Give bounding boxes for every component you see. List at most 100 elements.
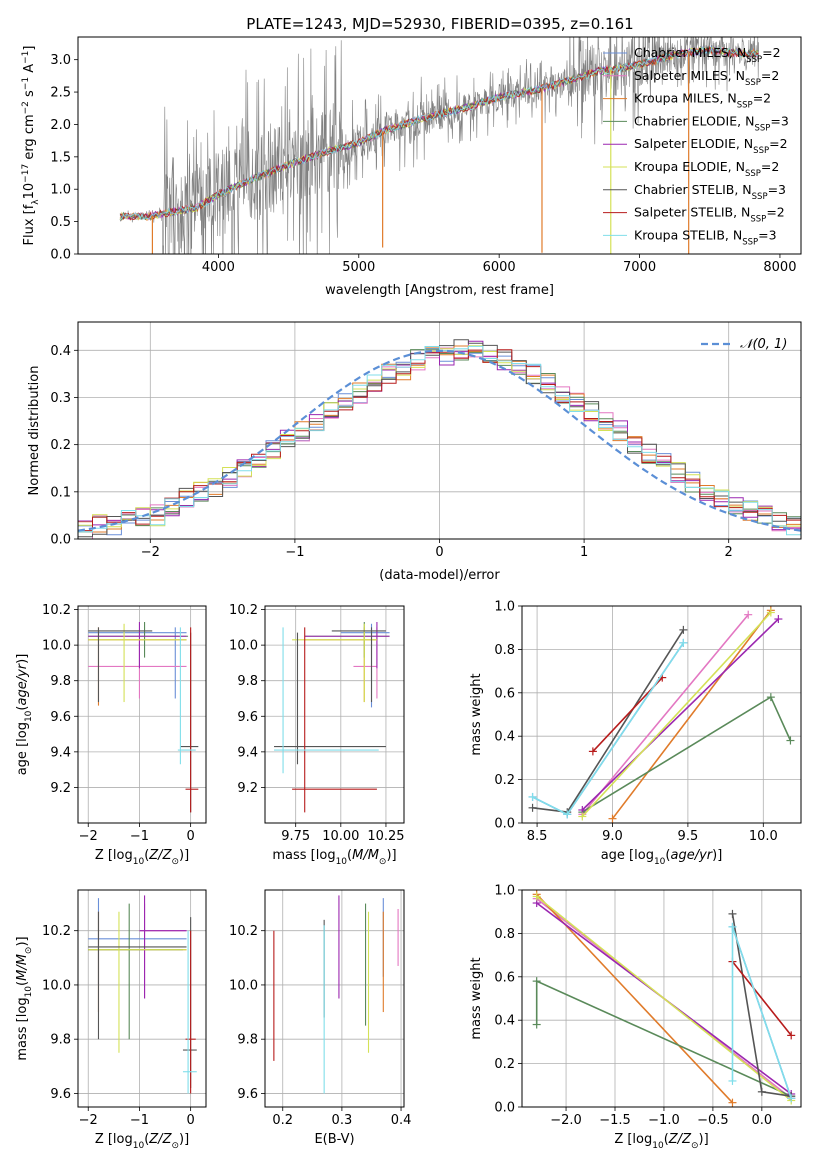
y-tick-label: 2.5: [50, 86, 71, 101]
x-axis-label: Z [log10(Z/Z⊙)]: [95, 848, 189, 867]
weight-data: [532, 890, 796, 1107]
x-tick-label: 7000: [623, 260, 656, 275]
axes-frame: [77, 36, 802, 255]
x-tick-label: −2: [141, 545, 160, 560]
x-tick-label: 10.00: [322, 829, 359, 844]
age-vs-Z-chart: −2 −1 0 9.2 9.4 9.6 9.8 10.0 10.2 Z [log10(Z/Z⊙)]…: [15, 603, 207, 867]
y-axis-label: age [log10(age/yr)]: [15, 654, 34, 776]
y-tick-label: 1.0: [494, 884, 515, 899]
y-tick-label: 0.8: [494, 927, 515, 942]
y-tick-label: 0.6: [494, 686, 515, 701]
y-axis-label: Flux [fλ10−17 erg cm−2 s−1 A−1]: [21, 46, 41, 246]
y-tick-label: 9.8: [50, 1033, 71, 1048]
x-axis-label: age [log10(age/yr)]: [601, 848, 723, 867]
spectrum-model-line: [119, 46, 759, 221]
weight-line: [536, 893, 734, 1104]
legend-label: Kroupa STELIB, NSSP=3: [634, 227, 777, 247]
x-tick-label: 0.0: [751, 1113, 772, 1128]
x-tick-label: −2: [79, 1113, 98, 1128]
weight-data: [528, 606, 795, 823]
legend-label: Chabrier ELODIE, NSSP=3: [634, 113, 789, 133]
weight-line: [581, 618, 779, 811]
legend-label: Chabrier MILES, NSSP=2: [634, 45, 781, 65]
age-vs-mass-chart: 9.75 10.00 10.25 9.2 9.4 9.6 9.8 10.0 10.2 mass […: [229, 603, 405, 867]
weight-line: [581, 614, 749, 815]
y-tick-label: 0.0: [494, 1101, 515, 1116]
spectrum-observed-line: [119, 37, 759, 254]
x-axis-label: mass [log10(M/M⊙)]: [272, 848, 396, 867]
weight-vs-Z-chart: −2.0 −1.5 −1.0 −0.5 0.0 0.0 0.2 0.4 0.6 0.8 1.0 mas…: [469, 884, 802, 1151]
y-tick-label: 9.6: [237, 710, 258, 725]
x-axis-label: (data-model)/error: [379, 568, 500, 583]
x-tick-label: −1: [130, 829, 149, 844]
x-tick-label: −2: [79, 829, 98, 844]
weight-line: [611, 609, 772, 820]
y-tick-label: 0.6: [494, 970, 515, 985]
histogram-step: [78, 345, 801, 536]
y-tick-label: 9.4: [50, 745, 71, 760]
residual-histogram: −2 −1 0 1 2 0.0 0.1 0.2 0.3 0.4 (data-model)/error…: [27, 321, 802, 583]
y-tick-label: 0.4: [494, 730, 515, 745]
y-tick-label: 9.6: [50, 1087, 71, 1102]
x-axis-label: Z [log10(Z/Z⊙)]: [95, 1132, 189, 1151]
y-tick-label: 0.2: [494, 1057, 515, 1072]
x-tick-label: 8.5: [527, 829, 548, 844]
y-tick-label: 0.0: [494, 817, 515, 832]
legend-label: Salpeter ELODIE, NSSP=2: [634, 136, 788, 156]
x-tick-label: 9.75: [281, 829, 310, 844]
histogram-data: [78, 339, 801, 539]
x-tick-label: 1: [580, 545, 588, 560]
errorbar-data: [88, 622, 199, 813]
mass-vs-Z-chart: −2 −1 0 9.6 9.8 10.0 10.2 Z [log10(Z/Z⊙)] mass […: [15, 889, 207, 1151]
y-tick-label: 0.5: [50, 215, 71, 230]
legend-label: Kroupa ELODIE, NSSP=2: [634, 159, 779, 179]
y-tick-label: 9.6: [237, 1087, 258, 1102]
weight-line: [731, 961, 792, 1036]
x-tick-label: 9.0: [602, 829, 623, 844]
y-tick-label: 9.8: [50, 674, 71, 689]
y-tick-label: 0.1: [50, 485, 71, 500]
axes-frame: [77, 889, 207, 1108]
y-tick-label: 1.5: [50, 150, 71, 165]
y-tick-label: 10.0: [42, 978, 71, 993]
y-tick-label: 9.8: [237, 1033, 258, 1048]
x-tick-label: −2.0: [550, 1113, 582, 1128]
axes-frame: [77, 605, 207, 824]
x-tick-label: 6000: [483, 260, 516, 275]
y-tick-label: 0.3: [50, 391, 71, 406]
weight-line: [581, 611, 772, 818]
y-tick-label: 0.0: [50, 533, 71, 548]
x-tick-label: −0.5: [697, 1113, 729, 1128]
errorbar-data: [274, 622, 390, 813]
x-tick-label: 0.3: [332, 1113, 353, 1128]
x-tick-label: −1: [285, 545, 304, 560]
x-tick-label: 5000: [342, 260, 375, 275]
y-tick-label: 1.0: [494, 600, 515, 615]
figure-title: PLATE=1243, MJD=52930, FIBERID=0395, z=0…: [246, 15, 633, 33]
y-tick-label: 2.0: [50, 118, 71, 133]
x-tick-label: 9.5: [678, 829, 699, 844]
normal-curve: [78, 349, 801, 532]
axes-frame: [521, 605, 802, 824]
y-axis-label: mass [log10(M/M⊙)]: [15, 936, 34, 1060]
x-tick-label: −1: [130, 1113, 149, 1128]
axes-frame: [264, 605, 405, 824]
x-tick-label: 0.4: [391, 1113, 412, 1128]
y-tick-label: 9.2: [237, 781, 258, 796]
x-tick-label: 0.2: [272, 1113, 293, 1128]
x-tick-label: 10.25: [367, 829, 404, 844]
legend-label: Salpeter MILES, NSSP=2: [634, 68, 779, 88]
axes-frame: [264, 889, 405, 1108]
y-tick-label: 0.2: [494, 773, 515, 788]
x-tick-label: 2: [725, 545, 733, 560]
x-tick-label: −1.5: [599, 1113, 631, 1128]
x-tick-label: 10.0: [749, 829, 778, 844]
y-tick-label: 10.2: [42, 603, 71, 618]
x-tick-label: 0: [435, 545, 443, 560]
y-tick-label: 0.4: [50, 344, 71, 359]
x-tick-label: 0: [186, 829, 194, 844]
x-tick-label: 4000: [202, 260, 235, 275]
y-tick-label: 10.0: [42, 639, 71, 654]
y-tick-label: 9.6: [50, 710, 71, 725]
